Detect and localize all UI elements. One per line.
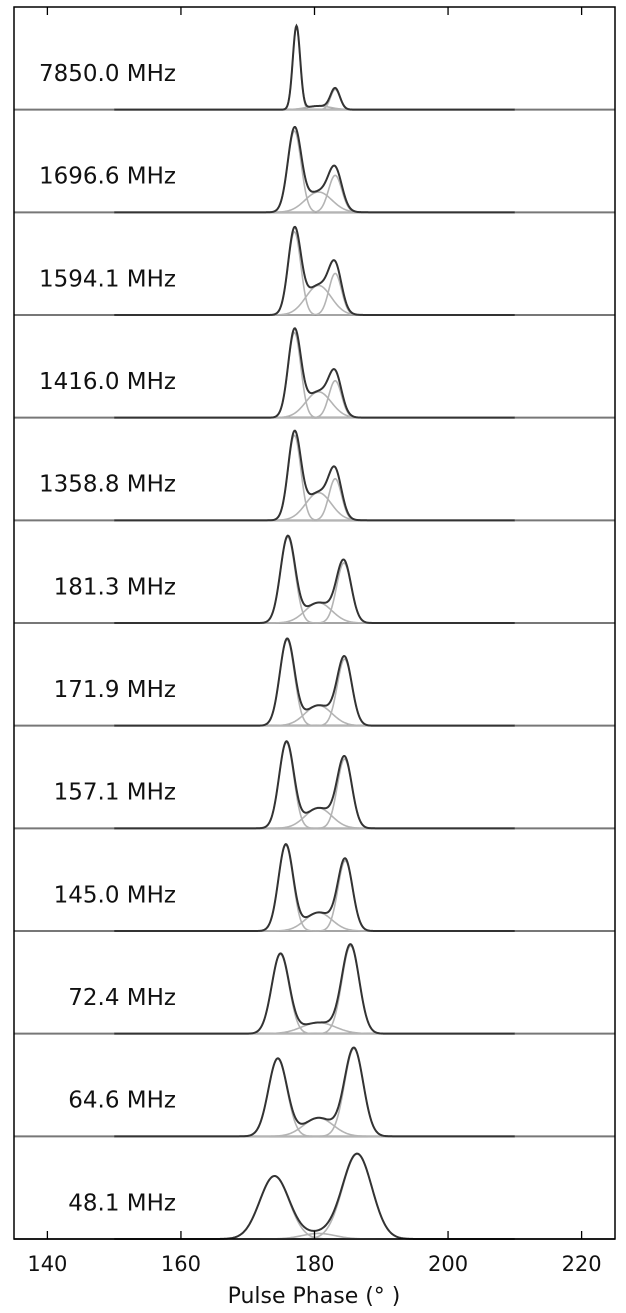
component-curve <box>114 704 515 727</box>
total-profile-curve <box>114 429 515 522</box>
total-profile-curve <box>114 225 515 316</box>
panels: 7850.0 MHz 1696.6 MHz 1594.1 MHz 1416.0 MHz… <box>14 23 615 1240</box>
panel-label: 72.4 MHz <box>68 985 176 1011</box>
panel: 1696.6 MHz <box>14 125 615 214</box>
total-profile-curve <box>114 327 515 419</box>
panel-label: 157.1 MHz <box>54 780 176 806</box>
component-curve <box>114 1117 515 1138</box>
x-tick-label: 200 <box>428 1252 468 1276</box>
panel: 64.6 MHz <box>14 1046 615 1138</box>
component-curve <box>114 601 515 624</box>
panel: 171.9 MHz <box>14 637 615 727</box>
total-profile-curve <box>114 943 515 1035</box>
total-profile-curve <box>114 740 515 830</box>
x-tick-label: 180 <box>294 1252 334 1276</box>
panel-label: 1358.8 MHz <box>39 472 176 498</box>
plot-frame <box>13 6 616 1240</box>
panel: 7850.0 MHz <box>14 23 615 111</box>
total-profile-curve <box>114 637 515 727</box>
panel: 145.0 MHz <box>14 843 615 932</box>
panel-label: 48.1 MHz <box>68 1190 176 1216</box>
panel: 1358.8 MHz <box>14 429 615 522</box>
component-curve <box>114 911 515 932</box>
x-tick-label: 160 <box>161 1252 201 1276</box>
component-curve <box>114 807 515 830</box>
panel-label: 171.9 MHz <box>54 677 176 703</box>
x-tick-label: 140 <box>27 1252 67 1276</box>
panel-label: 1594.1 MHz <box>39 266 176 292</box>
panel: 157.1 MHz <box>14 740 615 830</box>
panel: 48.1 MHz <box>14 1152 615 1240</box>
panel-label: 64.6 MHz <box>68 1088 176 1114</box>
panel-label: 1696.6 MHz <box>39 164 176 190</box>
panel-label: 145.0 MHz <box>54 882 176 908</box>
panel: 1594.1 MHz <box>14 225 615 316</box>
total-profile-curve <box>114 23 515 111</box>
total-profile-curve <box>114 843 515 932</box>
x-axis-title: Pulse Phase (° ) <box>228 1284 401 1309</box>
total-profile-curve <box>114 534 515 624</box>
panel: 72.4 MHz <box>14 943 615 1035</box>
total-profile-curve <box>114 1046 515 1138</box>
component-curve <box>114 390 515 419</box>
total-profile-curve <box>114 125 515 214</box>
panel: 181.3 MHz <box>14 534 615 624</box>
panel: 1416.0 MHz <box>14 327 615 419</box>
panel-label: 181.3 MHz <box>54 574 176 600</box>
component-curve <box>114 1021 515 1035</box>
panel-label: 1416.0 MHz <box>39 369 176 395</box>
panel-label: 7850.0 MHz <box>39 61 176 87</box>
component-curve <box>114 191 515 214</box>
x-axis: 140 160 180 200 220 <box>27 7 602 1276</box>
x-tick-label: 220 <box>562 1252 602 1276</box>
